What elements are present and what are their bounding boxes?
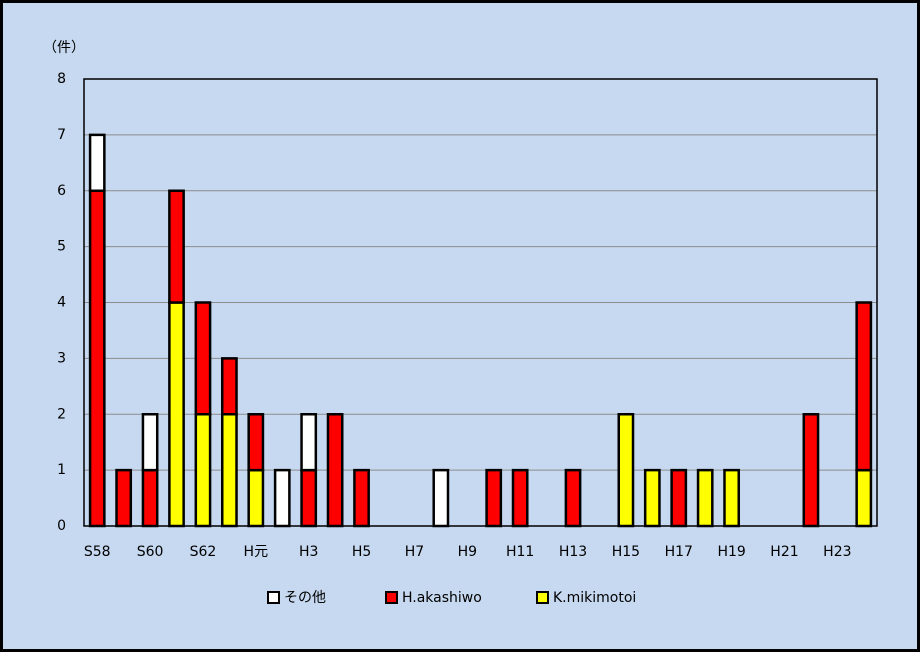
bar-segment [168, 301, 185, 528]
bar-segment [485, 468, 503, 528]
x-tick-label: H7 [405, 544, 424, 560]
y-tick-label: 6 [57, 183, 66, 199]
bar-segment [168, 189, 185, 304]
legend-label: K.mikimotoi [553, 590, 636, 606]
x-tick-label: H11 [506, 544, 534, 560]
bar-segment [564, 468, 582, 528]
legend-swatch [267, 591, 280, 604]
x-tick-label: H17 [665, 544, 693, 560]
bar-segment [141, 413, 159, 472]
bar-segment [643, 468, 661, 528]
bar-segment [432, 468, 450, 528]
bar-segment [353, 468, 370, 528]
bar-segment [300, 413, 318, 472]
x-tick-label: H21 [770, 544, 798, 560]
y-tick-label: 2 [57, 406, 66, 422]
legend-swatch [536, 591, 549, 604]
x-tick-label: H23 [823, 544, 851, 560]
x-tick-label: S58 [84, 544, 111, 560]
x-tick-label: H19 [717, 544, 745, 560]
bar-segment [300, 468, 318, 528]
x-tick-label: H15 [612, 544, 640, 560]
x-tick-label: S62 [190, 544, 217, 560]
bar-segment [194, 413, 212, 528]
bar-segment [511, 468, 529, 528]
bar-segment [723, 468, 741, 528]
bar-segment [141, 468, 159, 528]
bar-segment [696, 468, 714, 528]
bar-segment [247, 413, 265, 472]
bar-segment [220, 413, 238, 528]
bar-segment [247, 468, 265, 528]
bar-segment [88, 133, 106, 192]
y-tick-label: 1 [57, 462, 66, 478]
legend-label: その他 [284, 590, 326, 606]
y-tick-label: 8 [57, 71, 66, 87]
y-tick-label: 5 [57, 239, 66, 255]
x-tick-label: H元 [244, 544, 269, 560]
x-tick-label: S60 [137, 544, 164, 560]
bar-segment [802, 413, 820, 528]
bar-segment [115, 468, 133, 528]
bar-segment [670, 468, 688, 528]
y-tick-label: 3 [57, 350, 66, 366]
x-tick-label: H3 [299, 544, 318, 560]
y-tick-label: 0 [57, 518, 66, 534]
y-tick-label: 4 [57, 295, 66, 311]
bar-segment [194, 301, 212, 416]
bar-segment [220, 357, 238, 416]
bar-segment [88, 189, 106, 528]
y-axis-label: （件） [43, 40, 85, 56]
bar-segment [855, 468, 873, 528]
bar-segment [326, 413, 344, 528]
bar-segment [273, 468, 291, 528]
x-tick-label: H9 [458, 544, 477, 560]
y-tick-label: 7 [57, 127, 66, 143]
legend-swatch [385, 591, 398, 604]
x-tick-label: H5 [352, 544, 371, 560]
plot-frame [83, 78, 878, 527]
bar-segment [855, 301, 873, 472]
x-tick-label: H13 [559, 544, 587, 560]
bar-segment [617, 413, 635, 528]
legend-label: H.akashiwo [402, 590, 482, 606]
